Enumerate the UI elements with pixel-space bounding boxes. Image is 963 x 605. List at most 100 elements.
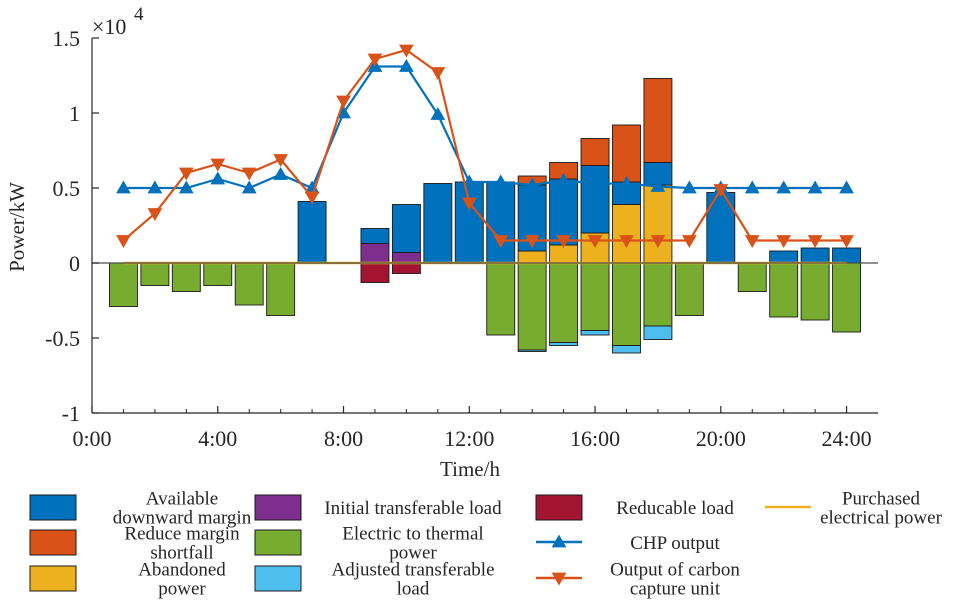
bar-adjusted-transferable-load-15 bbox=[549, 342, 579, 346]
marker-chp-output-10 bbox=[399, 58, 414, 72]
marker-chp-output-13 bbox=[493, 174, 509, 188]
legend-label: CHP output bbox=[630, 533, 720, 554]
marker-chp-output-15 bbox=[556, 172, 571, 186]
marker-output-of-carbon-capture-unit-3 bbox=[178, 167, 194, 181]
legend-label: Output of carbon bbox=[610, 560, 740, 581]
legend-label: load bbox=[397, 579, 430, 600]
bar-initial-transferable-load-9 bbox=[360, 243, 390, 264]
bar-electric-to-thermal-power-18 bbox=[643, 262, 673, 327]
x-axis-label: Time/h bbox=[440, 457, 500, 481]
marker-chp-output-12 bbox=[461, 174, 477, 188]
marker-chp-output-5 bbox=[241, 180, 257, 194]
legend-label: shortfall bbox=[150, 543, 213, 564]
marker-chp-output-23 bbox=[807, 180, 823, 194]
legend-swatch-reduce-margin-shortfall bbox=[29, 529, 77, 556]
marker-chp-output-3 bbox=[178, 180, 194, 194]
bar-abandoned-power-14 bbox=[517, 250, 547, 264]
bar-available-downward-margin-22 bbox=[769, 250, 799, 264]
x-tick-label: 0:00 bbox=[72, 426, 111, 451]
plot-area bbox=[92, 38, 878, 413]
bar-adjusted-transferable-load-14 bbox=[517, 349, 547, 352]
x-tick-label: 20:00 bbox=[696, 426, 746, 451]
bar-available-downward-margin-23 bbox=[800, 247, 830, 264]
x-tick-label: 24:00 bbox=[821, 426, 871, 451]
plot-background bbox=[92, 38, 878, 413]
legend-label: power bbox=[158, 579, 206, 600]
bar-electric-to-thermal-power-16 bbox=[580, 262, 610, 331]
legend-label: Adjusted transferable bbox=[331, 560, 494, 581]
marker-output-of-carbon-capture-unit-5 bbox=[241, 167, 257, 181]
bar-electric-to-thermal-power-2 bbox=[140, 262, 170, 286]
bar-initial-transferable-load-10 bbox=[391, 252, 421, 264]
bar-electric-to-thermal-power-24 bbox=[832, 262, 862, 333]
bar-electric-to-thermal-power-5 bbox=[234, 262, 264, 306]
x-tick-label: 16:00 bbox=[570, 426, 620, 451]
x-tick-label: 8:00 bbox=[324, 426, 363, 451]
legend-swatch-initial-transferable-load bbox=[254, 494, 302, 521]
marker-chp-output-4 bbox=[210, 171, 226, 185]
bar-available-downward-margin-16 bbox=[580, 165, 610, 234]
bar-available-downward-margin-20 bbox=[706, 192, 736, 264]
bar-available-downward-margin-10 bbox=[391, 204, 421, 253]
legend-label: Initial transferable load bbox=[324, 498, 502, 519]
marker-output-of-carbon-capture-unit-23 bbox=[807, 235, 823, 249]
x-tick-label: 12:00 bbox=[444, 426, 494, 451]
bar-reduce-margin-shortfall-17 bbox=[612, 124, 641, 183]
marker-output-of-carbon-capture-unit-13 bbox=[493, 235, 509, 249]
bar-electric-to-thermal-power-1 bbox=[108, 262, 138, 307]
bar-available-downward-margin-13 bbox=[486, 181, 516, 264]
y-tick-label: -0.5 bbox=[45, 326, 80, 351]
y-axis-label: Power/kW bbox=[5, 182, 29, 272]
marker-output-of-carbon-capture-unit-22 bbox=[776, 235, 792, 249]
bar-available-downward-margin-11 bbox=[423, 183, 453, 264]
marker-output-of-carbon-capture-unit-10 bbox=[399, 44, 414, 58]
bar-adjusted-transferable-load-18 bbox=[643, 325, 673, 340]
marker-chp-output-21 bbox=[744, 180, 760, 194]
legend-swatch-available-downward-margin bbox=[29, 494, 77, 521]
marker-output-of-carbon-capture-unit-24 bbox=[839, 235, 854, 249]
marker-output-of-carbon-capture-unit-7 bbox=[304, 191, 320, 205]
y-axis-exponent-base: ×10 bbox=[92, 14, 126, 39]
bar-available-downward-margin-15 bbox=[549, 178, 579, 246]
bar-reducable-load-10 bbox=[391, 262, 421, 274]
line-chp-output bbox=[123, 65, 847, 190]
bar-electric-to-thermal-power-14 bbox=[517, 262, 547, 351]
marker-chp-output-18 bbox=[650, 178, 666, 192]
marker-chp-output-2 bbox=[147, 180, 163, 194]
marker-output-of-carbon-capture-unit-20 bbox=[713, 184, 729, 198]
legend-marker-output-of-carbon-capture-unit bbox=[551, 572, 567, 586]
marker-output-of-carbon-capture-unit-8 bbox=[336, 95, 351, 109]
bar-available-downward-margin-7 bbox=[297, 201, 327, 264]
bar-reduce-margin-shortfall-18 bbox=[643, 78, 673, 163]
marker-chp-output-16 bbox=[587, 175, 603, 189]
y-tick-label: 1.5 bbox=[53, 26, 81, 51]
marker-chp-output-14 bbox=[524, 177, 540, 191]
legend-marker-chp-output bbox=[551, 534, 567, 548]
bar-electric-to-thermal-power-13 bbox=[486, 262, 516, 336]
marker-output-of-carbon-capture-unit-6 bbox=[273, 154, 289, 168]
y-tick-label: 1 bbox=[69, 101, 80, 126]
bar-electric-to-thermal-power-15 bbox=[549, 262, 579, 343]
marker-output-of-carbon-capture-unit-15 bbox=[556, 235, 571, 249]
marker-output-of-carbon-capture-unit-14 bbox=[524, 235, 540, 249]
marker-chp-output-6 bbox=[273, 166, 289, 180]
bar-available-downward-margin-9 bbox=[360, 228, 390, 244]
legend-swatch-reducable-load bbox=[535, 494, 583, 521]
bar-electric-to-thermal-power-3 bbox=[171, 262, 201, 292]
y-tick-label: 0 bbox=[69, 251, 80, 276]
bar-abandoned-power-18 bbox=[643, 184, 673, 264]
marker-chp-output-11 bbox=[430, 106, 446, 120]
marker-output-of-carbon-capture-unit-1 bbox=[116, 235, 131, 249]
bar-electric-to-thermal-power-17 bbox=[612, 262, 641, 346]
marker-output-of-carbon-capture-unit-16 bbox=[587, 235, 603, 249]
bar-abandoned-power-17 bbox=[612, 204, 641, 264]
bar-reducable-load-9 bbox=[360, 262, 390, 283]
marker-output-of-carbon-capture-unit-12 bbox=[461, 197, 477, 211]
marker-output-of-carbon-capture-unit-2 bbox=[147, 208, 163, 222]
bar-adjusted-transferable-load-16 bbox=[580, 330, 610, 336]
bar-electric-to-thermal-power-22 bbox=[769, 262, 799, 318]
axes: -1 -0.5 0 0.5 1 1.5 0:00 4:00 8:00 12:00 16:00 20:0… bbox=[45, 26, 878, 451]
bar-available-downward-margin-12 bbox=[454, 181, 484, 264]
